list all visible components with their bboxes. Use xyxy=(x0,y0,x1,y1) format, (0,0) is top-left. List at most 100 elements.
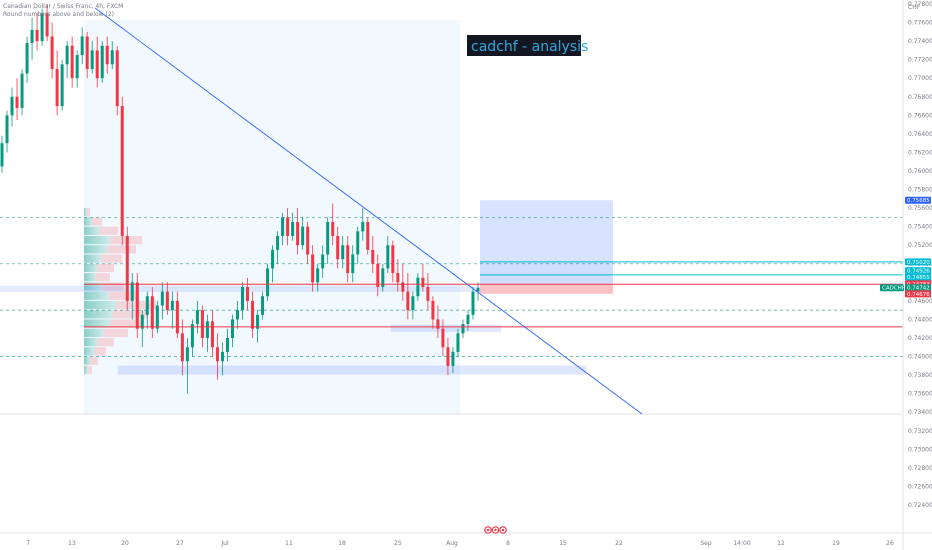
candle-up[interactable] xyxy=(25,36,29,83)
candle-down[interactable] xyxy=(120,96,124,246)
candle-up[interactable] xyxy=(10,87,14,127)
candle-up[interactable] xyxy=(276,231,280,264)
candle-down[interactable] xyxy=(70,36,74,88)
candle-up[interactable] xyxy=(140,310,144,348)
candle-down[interactable] xyxy=(366,217,370,255)
candle-down[interactable] xyxy=(376,254,380,297)
candle-down[interactable] xyxy=(286,208,290,246)
candle-up[interactable] xyxy=(281,212,285,246)
candle-up[interactable] xyxy=(291,212,295,241)
candle-down[interactable] xyxy=(105,36,109,74)
candle-up[interactable] xyxy=(225,328,229,362)
candle-up[interactable] xyxy=(170,291,174,329)
candle-down[interactable] xyxy=(436,305,440,338)
candle-down[interactable] xyxy=(45,4,49,42)
candle-down[interactable] xyxy=(35,13,39,51)
candle-down[interactable] xyxy=(135,273,139,338)
candle-up[interactable] xyxy=(241,282,245,320)
candle-down[interactable] xyxy=(55,50,59,116)
candle-up[interactable] xyxy=(0,135,4,173)
candle-up[interactable] xyxy=(261,291,265,320)
candle-down[interactable] xyxy=(296,208,300,255)
candle-up[interactable] xyxy=(316,263,320,292)
analysis-annotation[interactable]: cadchf - analysis xyxy=(467,35,588,56)
candle-up[interactable] xyxy=(271,245,275,283)
candle-up[interactable] xyxy=(185,338,189,394)
candle-down[interactable] xyxy=(165,282,169,315)
candle-up[interactable] xyxy=(90,41,94,74)
candle-down[interactable] xyxy=(371,235,375,274)
candle-up[interactable] xyxy=(60,59,64,111)
candle-up[interactable] xyxy=(160,282,164,320)
candle-up[interactable] xyxy=(5,110,9,153)
candle-down[interactable] xyxy=(396,259,400,292)
price-tag[interactable] xyxy=(905,273,931,281)
candle-down[interactable] xyxy=(421,263,425,292)
price-tag[interactable] xyxy=(905,196,931,204)
price-tag[interactable] xyxy=(905,267,931,275)
candle-down[interactable] xyxy=(15,78,19,120)
candle-up[interactable] xyxy=(20,68,24,116)
candle-down[interactable] xyxy=(180,319,184,376)
candle-up[interactable] xyxy=(80,27,84,65)
candle-up[interactable] xyxy=(476,282,480,301)
price-tag[interactable] xyxy=(905,290,931,298)
candle-up[interactable] xyxy=(411,291,415,320)
candle-up[interactable] xyxy=(301,217,305,250)
candle-down[interactable] xyxy=(50,22,54,79)
candle-down[interactable] xyxy=(85,31,89,79)
candle-up[interactable] xyxy=(230,314,234,348)
candle-up[interactable] xyxy=(75,50,79,88)
candle-up[interactable] xyxy=(416,273,420,301)
candle-down[interactable] xyxy=(175,291,179,338)
candle-down[interactable] xyxy=(346,235,350,283)
candle-up[interactable] xyxy=(110,41,114,69)
candle-down[interactable] xyxy=(125,226,129,311)
candle-down[interactable] xyxy=(331,203,335,246)
candle-up[interactable] xyxy=(195,300,199,334)
candle-up[interactable] xyxy=(205,314,209,352)
candle-down[interactable] xyxy=(391,240,395,283)
candle-up[interactable] xyxy=(40,8,44,46)
descending-trendline[interactable] xyxy=(94,7,643,415)
candle-up[interactable] xyxy=(130,273,134,320)
candle-up[interactable] xyxy=(471,286,475,320)
candle-down[interactable] xyxy=(95,36,99,88)
candle-up[interactable] xyxy=(326,217,330,264)
candle-up[interactable] xyxy=(30,17,34,60)
candle-up[interactable] xyxy=(190,319,194,357)
candle-up[interactable] xyxy=(461,319,465,338)
candle-up[interactable] xyxy=(321,245,325,278)
candle-up[interactable] xyxy=(456,328,460,357)
candle-up[interactable] xyxy=(235,300,239,329)
candle-up[interactable] xyxy=(381,263,385,292)
candle-up[interactable] xyxy=(361,208,365,241)
candle-down[interactable] xyxy=(441,319,445,357)
candle-up[interactable] xyxy=(341,235,345,269)
candle-down[interactable] xyxy=(215,333,219,380)
candle-down[interactable] xyxy=(406,273,410,320)
candle-down[interactable] xyxy=(115,45,119,116)
candle-up[interactable] xyxy=(356,226,360,264)
candle-down[interactable] xyxy=(210,310,214,357)
candle-layer[interactable] xyxy=(0,4,480,394)
price-tag[interactable] xyxy=(905,258,931,266)
candle-down[interactable] xyxy=(150,286,154,338)
candle-up[interactable] xyxy=(386,235,390,274)
candle-up[interactable] xyxy=(145,291,149,329)
symbol-tag[interactable] xyxy=(880,284,904,292)
candle-up[interactable] xyxy=(266,263,270,301)
candle-down[interactable] xyxy=(251,291,255,338)
candle-down[interactable] xyxy=(306,222,310,264)
candle-up[interactable] xyxy=(65,41,69,79)
candle-up[interactable] xyxy=(451,347,455,374)
candle-down[interactable] xyxy=(336,226,340,269)
candle-up[interactable] xyxy=(155,300,159,334)
candle-down[interactable] xyxy=(426,273,430,311)
candle-up[interactable] xyxy=(351,245,355,283)
candle-up[interactable] xyxy=(220,342,224,376)
candle-down[interactable] xyxy=(246,277,250,311)
candle-down[interactable] xyxy=(401,263,405,301)
candle-down[interactable] xyxy=(431,296,435,329)
